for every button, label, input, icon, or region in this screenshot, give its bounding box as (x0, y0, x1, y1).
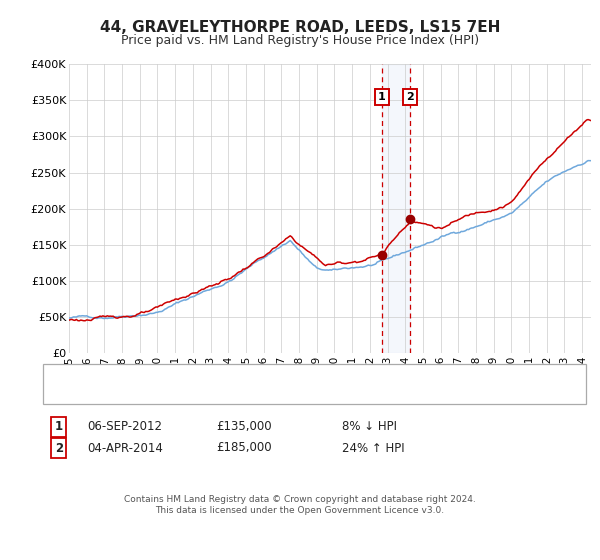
Text: 04-APR-2014: 04-APR-2014 (87, 441, 163, 455)
Text: ———: ——— (54, 370, 91, 382)
Text: £185,000: £185,000 (216, 441, 272, 455)
Bar (382, 64, 410, 353)
Text: 44, GRAVELEYTHORPE ROAD, LEEDS, LS15 7EH: 44, GRAVELEYTHORPE ROAD, LEEDS, LS15 7EH (100, 20, 500, 35)
Text: 1: 1 (378, 92, 386, 102)
Text: 44, GRAVELEYTHORPE ROAD, LEEDS, LS15 7EH (semi-detached house): 44, GRAVELEYTHORPE ROAD, LEEDS, LS15 7EH… (94, 371, 482, 381)
Text: 24% ↑ HPI: 24% ↑ HPI (342, 441, 404, 455)
Text: 06-SEP-2012: 06-SEP-2012 (87, 420, 162, 433)
Text: ———: ——— (54, 386, 91, 399)
Text: HPI: Average price, semi-detached house, Leeds: HPI: Average price, semi-detached house,… (94, 388, 359, 398)
Text: 2: 2 (406, 92, 413, 102)
Text: 8% ↓ HPI: 8% ↓ HPI (342, 420, 397, 433)
Text: 2: 2 (55, 441, 63, 455)
Text: Price paid vs. HM Land Registry's House Price Index (HPI): Price paid vs. HM Land Registry's House … (121, 34, 479, 46)
Text: Contains HM Land Registry data © Crown copyright and database right 2024.: Contains HM Land Registry data © Crown c… (124, 495, 476, 504)
Text: £135,000: £135,000 (216, 420, 272, 433)
Text: 1: 1 (55, 420, 63, 433)
Text: This data is licensed under the Open Government Licence v3.0.: This data is licensed under the Open Gov… (155, 506, 445, 515)
